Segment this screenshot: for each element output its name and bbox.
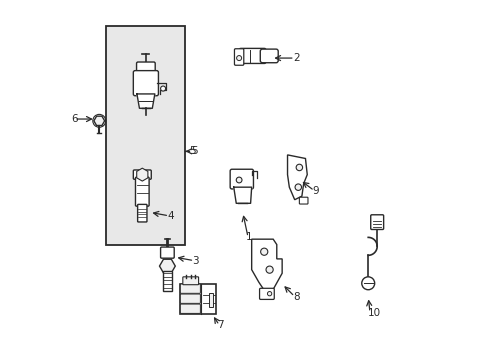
Text: 10: 10 [367,308,381,318]
Text: 5: 5 [190,146,197,156]
Text: 9: 9 [312,186,319,196]
Text: 2: 2 [292,53,299,63]
Circle shape [296,164,302,171]
Text: 4: 4 [167,211,174,221]
FancyBboxPatch shape [137,204,147,222]
FancyBboxPatch shape [260,49,278,63]
FancyBboxPatch shape [299,197,307,204]
Polygon shape [137,94,155,108]
FancyBboxPatch shape [163,271,171,291]
FancyBboxPatch shape [239,48,265,63]
Circle shape [267,292,271,296]
Text: 3: 3 [192,256,199,266]
Text: 5: 5 [188,146,195,156]
FancyBboxPatch shape [136,62,155,76]
Circle shape [361,277,374,290]
Circle shape [265,266,273,273]
Polygon shape [287,155,306,200]
Bar [208,293,212,307]
FancyBboxPatch shape [183,277,198,285]
Polygon shape [251,239,282,293]
FancyBboxPatch shape [230,169,253,189]
Text: 7: 7 [217,320,224,330]
Circle shape [260,248,267,255]
FancyBboxPatch shape [180,294,200,303]
Text: 8: 8 [292,292,299,302]
FancyBboxPatch shape [180,284,200,293]
FancyBboxPatch shape [160,247,174,258]
Polygon shape [233,187,251,203]
FancyBboxPatch shape [135,177,149,206]
Bar [106,26,185,244]
FancyBboxPatch shape [133,170,151,179]
FancyBboxPatch shape [259,288,274,300]
Text: 6: 6 [71,114,78,124]
Text: 1: 1 [246,232,252,242]
FancyBboxPatch shape [234,49,244,65]
Bar [180,284,215,315]
FancyBboxPatch shape [370,215,383,229]
Circle shape [236,55,241,60]
Circle shape [236,177,242,183]
FancyBboxPatch shape [133,71,158,96]
FancyBboxPatch shape [180,304,200,314]
Circle shape [294,184,301,190]
Circle shape [160,86,165,91]
